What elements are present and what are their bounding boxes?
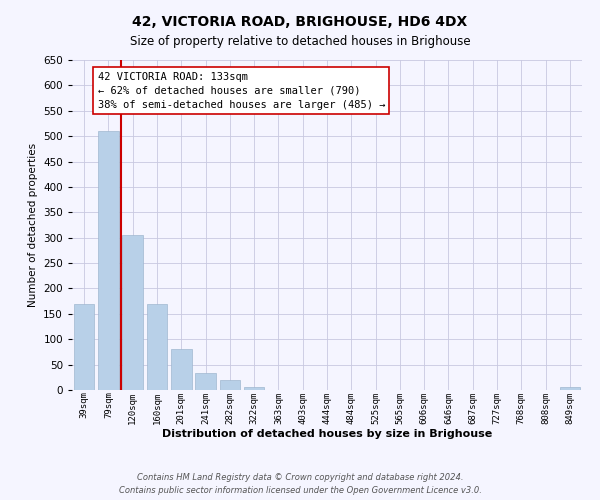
Bar (74, 304, 94, 390)
Y-axis label: Number of detached properties: Number of detached properties (28, 143, 38, 307)
Bar (146, 304, 167, 390)
Text: Size of property relative to detached houses in Brighouse: Size of property relative to detached ho… (130, 35, 470, 48)
Text: 42, VICTORIA ROAD, BRIGHOUSE, HD6 4DX: 42, VICTORIA ROAD, BRIGHOUSE, HD6 4DX (133, 15, 467, 29)
Bar (220, 380, 240, 390)
Bar (195, 373, 216, 390)
X-axis label: Distribution of detached houses by size in Brighouse: Distribution of detached houses by size … (162, 429, 492, 439)
Bar (98, 131, 119, 390)
Bar (122, 235, 143, 390)
Text: Contains HM Land Registry data © Crown copyright and database right 2024.
Contai: Contains HM Land Registry data © Crown c… (119, 474, 481, 495)
Bar (560, 388, 580, 390)
Bar (171, 350, 191, 390)
Text: 42 VICTORIA ROAD: 133sqm
← 62% of detached houses are smaller (790)
38% of semi-: 42 VICTORIA ROAD: 133sqm ← 62% of detach… (97, 72, 385, 110)
Bar (244, 388, 265, 390)
